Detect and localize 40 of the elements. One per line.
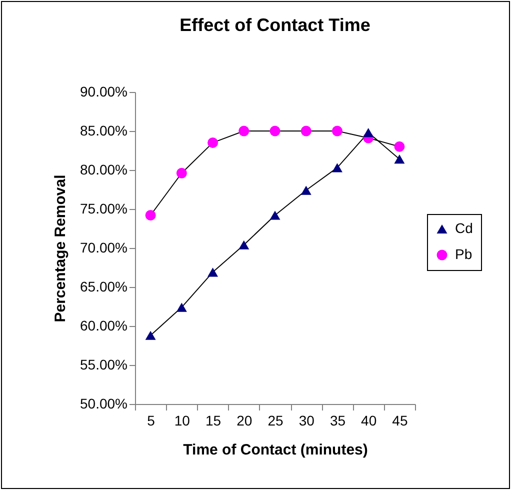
x-tick-label: 15 [205, 412, 222, 428]
y-tick-label: 80.00% [80, 162, 128, 178]
point [394, 154, 405, 164]
point [300, 186, 312, 195]
point [332, 126, 342, 136]
y-tick-label: 90.00% [80, 84, 128, 100]
point [238, 240, 250, 250]
y-tick-label: 75.00% [80, 200, 128, 216]
chart-title: Effect of Contact Time [180, 15, 370, 35]
x-tick-label: 35 [330, 412, 346, 428]
y-tick-label: 70.00% [80, 240, 128, 256]
y-tick-label: 55.00% [80, 356, 128, 372]
point [300, 126, 312, 136]
point [363, 128, 374, 138]
y-tick-label: 65.00% [80, 278, 128, 294]
x-tick-label: 30 [298, 412, 315, 428]
point [238, 126, 250, 136]
point [145, 330, 156, 340]
x-axis-title: Time of Contact (minutes) [183, 442, 368, 458]
point [270, 126, 280, 136]
point [208, 268, 218, 277]
point [145, 210, 156, 220]
x-tick-label: 20 [236, 412, 252, 428]
point [394, 141, 405, 152]
x-tick-label: 40 [361, 412, 377, 428]
point [176, 168, 187, 178]
y-tick-label: 85.00% [80, 122, 128, 138]
x-tick-label: 5 [147, 412, 156, 428]
y-tick-label: 60.00% [80, 318, 128, 334]
point [270, 210, 280, 220]
x-tick-label: 45 [392, 412, 408, 428]
x-tick-label: 10 [174, 412, 190, 428]
x-tick-label: 25 [268, 412, 284, 428]
point [176, 302, 187, 312]
point [332, 163, 342, 172]
legend-label: Pb [455, 246, 472, 262]
y-tick-label: 50.00% [80, 396, 128, 412]
point [208, 137, 218, 148]
legend-label: Cd [455, 220, 473, 236]
y-axis-title: Percentage Removal [52, 174, 70, 322]
